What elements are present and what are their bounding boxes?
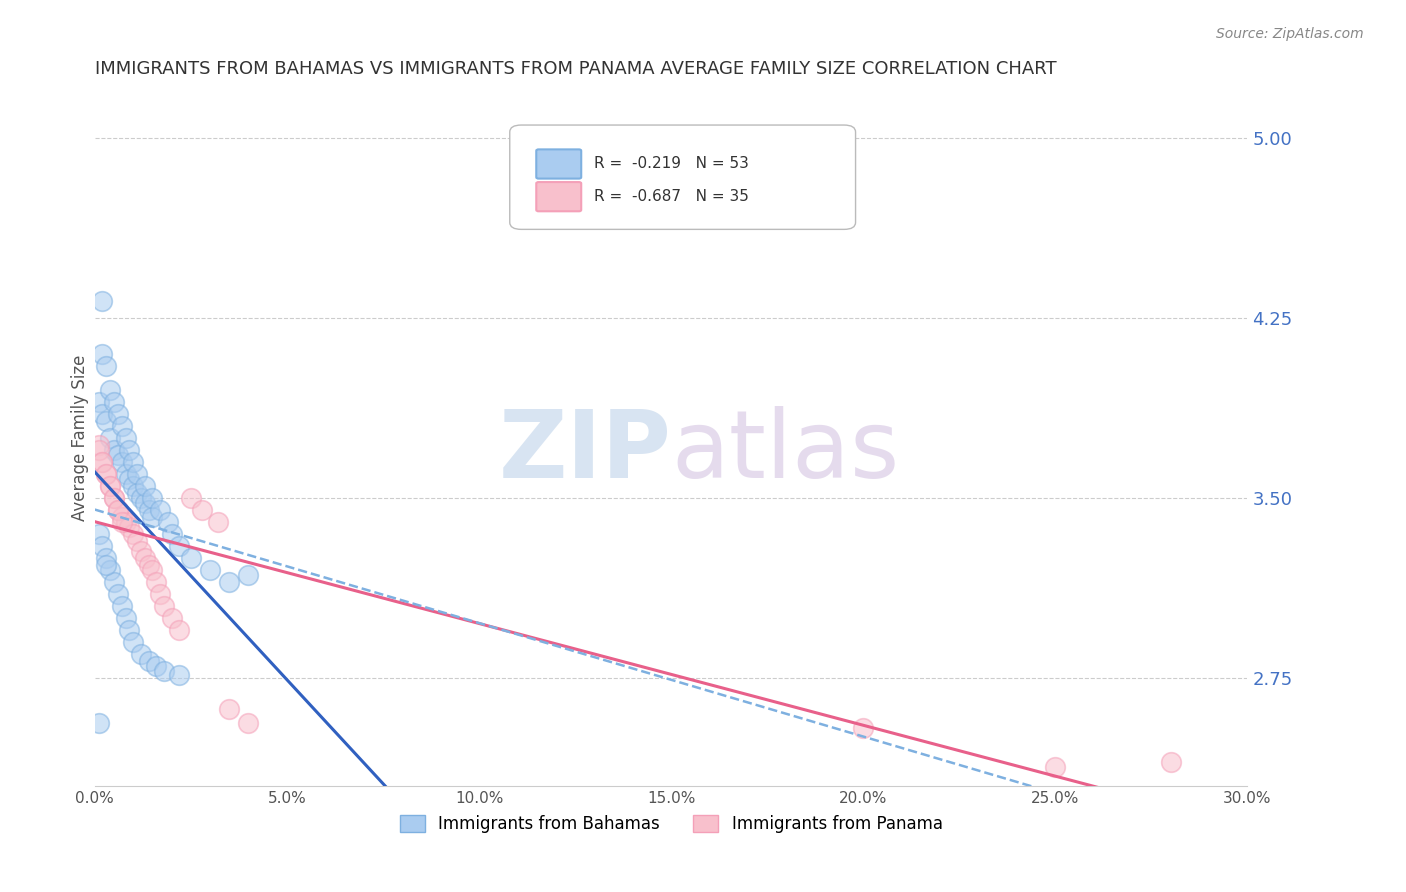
Point [114,431,136,445]
Text: atlas: atlas [671,406,900,498]
Point [98,431,121,445]
Point [153,664,176,678]
Point [153,599,176,613]
Point [111,455,134,469]
FancyBboxPatch shape [536,182,581,211]
Point [141,510,163,524]
Point [134,550,156,565]
Point [207,515,229,529]
Point [111,419,134,434]
Point [125,486,148,500]
Point [238,716,260,731]
Point [169,539,191,553]
Text: Source: ZipAtlas.com: Source: ZipAtlas.com [1216,27,1364,41]
Point [114,467,136,481]
Text: R =  -0.687   N = 35: R = -0.687 N = 35 [593,189,749,204]
Point [96,414,118,428]
Point [134,496,156,510]
Point [103,443,125,458]
Point [111,515,134,529]
Point [141,563,163,577]
Point [118,623,141,637]
Point [107,503,129,517]
Point [149,587,172,601]
Point [122,479,145,493]
Point [129,647,152,661]
Point [103,491,125,505]
FancyBboxPatch shape [510,125,856,229]
Point [122,527,145,541]
Point [149,503,172,517]
Point [96,359,118,373]
Point [114,611,136,625]
Point [111,510,134,524]
Point [169,668,191,682]
Point [107,407,129,421]
Point [160,527,183,541]
Point [218,574,240,589]
Point [98,563,121,577]
Point [169,623,191,637]
Text: ZIP: ZIP [498,406,671,498]
Point [138,558,160,573]
Point [98,383,121,397]
Point [122,455,145,469]
Point [125,467,148,481]
Point [180,550,202,565]
Y-axis label: Average Family Size: Average Family Size [72,355,89,521]
FancyBboxPatch shape [536,149,581,178]
Point [852,721,875,735]
Point [141,491,163,505]
Point [87,716,110,731]
Point [87,438,110,452]
Point [1045,759,1067,773]
Point [138,503,160,517]
Legend: Immigrants from Bahamas, Immigrants from Panama: Immigrants from Bahamas, Immigrants from… [399,815,942,833]
Point [218,702,240,716]
Point [98,479,121,493]
Point [125,534,148,549]
Point [107,503,129,517]
Point [96,467,118,481]
Point [118,443,141,458]
Point [96,467,118,481]
Point [138,654,160,668]
Point [145,574,167,589]
Point [180,491,202,505]
Point [103,491,125,505]
Point [156,515,179,529]
Text: R =  -0.219   N = 53: R = -0.219 N = 53 [593,156,749,171]
Text: IMMIGRANTS FROM BAHAMAS VS IMMIGRANTS FROM PANAMA AVERAGE FAMILY SIZE CORRELATIO: IMMIGRANTS FROM BAHAMAS VS IMMIGRANTS FR… [94,60,1056,78]
Point [91,347,114,361]
Point [134,479,156,493]
Point [114,515,136,529]
Point [87,443,110,458]
Point [118,520,141,534]
Point [129,543,152,558]
Point [98,479,121,493]
Point [145,658,167,673]
Point [91,539,114,553]
Point [191,503,214,517]
Point [160,611,183,625]
Point [103,395,125,409]
Point [87,527,110,541]
Point [91,455,114,469]
Point [96,558,118,573]
Point [238,567,260,582]
Point [91,407,114,421]
Point [1160,755,1182,769]
Point [91,455,114,469]
Point [129,491,152,505]
Point [198,563,221,577]
Point [96,550,118,565]
Point [111,599,134,613]
Point [87,395,110,409]
Point [107,448,129,462]
Point [103,574,125,589]
Point [107,587,129,601]
Point [118,472,141,486]
Point [122,635,145,649]
Point [91,294,114,309]
